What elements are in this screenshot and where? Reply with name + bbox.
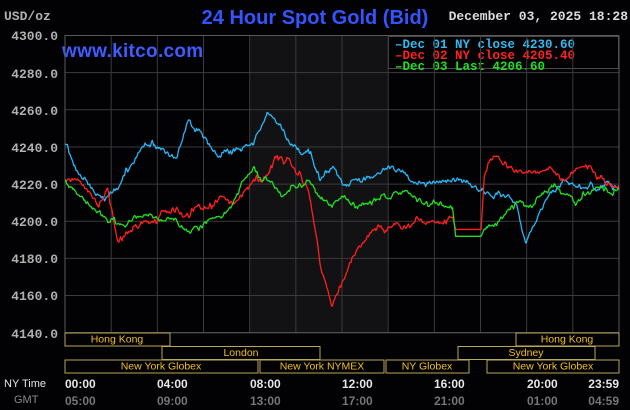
svg-text:Hong Kong: Hong Kong xyxy=(91,334,144,346)
svg-text:Sydney: Sydney xyxy=(508,347,544,359)
svg-text:NY Globex: NY Globex xyxy=(402,361,453,373)
svg-text:New York Globex: New York Globex xyxy=(513,361,594,373)
svg-text:Hong Kong: Hong Kong xyxy=(541,334,594,346)
svg-text:London: London xyxy=(223,347,258,359)
svg-text:New York Globex: New York Globex xyxy=(121,361,202,373)
svg-text:New York NYMEX: New York NYMEX xyxy=(280,361,365,373)
